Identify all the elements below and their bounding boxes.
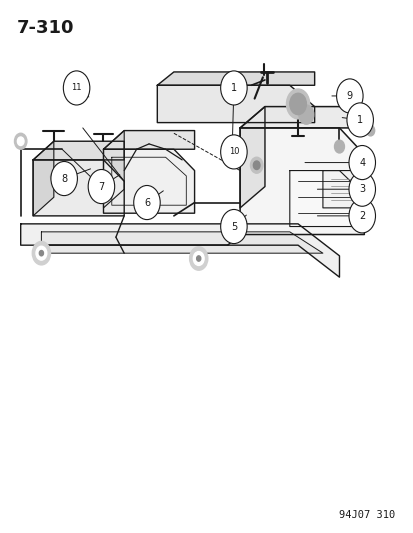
Polygon shape xyxy=(33,160,124,216)
Circle shape xyxy=(298,105,313,124)
Polygon shape xyxy=(21,224,339,277)
Text: 9: 9 xyxy=(346,91,352,101)
Circle shape xyxy=(286,89,309,119)
Circle shape xyxy=(366,125,374,136)
Text: 94J07 310: 94J07 310 xyxy=(339,510,395,520)
Circle shape xyxy=(334,140,344,153)
Polygon shape xyxy=(240,107,264,208)
Text: 1: 1 xyxy=(230,83,236,93)
Polygon shape xyxy=(322,171,363,208)
Circle shape xyxy=(250,157,262,173)
Text: 6: 6 xyxy=(144,198,150,207)
Text: 2: 2 xyxy=(358,211,365,221)
Circle shape xyxy=(348,199,375,233)
Text: 11: 11 xyxy=(71,84,82,92)
Polygon shape xyxy=(289,171,355,227)
Circle shape xyxy=(189,247,207,270)
Polygon shape xyxy=(240,107,363,128)
Polygon shape xyxy=(33,141,124,160)
Circle shape xyxy=(289,93,306,115)
Circle shape xyxy=(36,246,47,260)
Polygon shape xyxy=(103,131,194,149)
Text: 10: 10 xyxy=(228,148,239,156)
Circle shape xyxy=(220,135,247,169)
Circle shape xyxy=(51,161,77,196)
Circle shape xyxy=(196,256,200,261)
Polygon shape xyxy=(33,141,54,216)
Circle shape xyxy=(32,241,50,265)
Circle shape xyxy=(39,251,43,256)
Circle shape xyxy=(133,185,160,220)
Text: 8: 8 xyxy=(61,174,67,183)
Circle shape xyxy=(253,161,259,169)
Circle shape xyxy=(346,103,373,137)
Circle shape xyxy=(63,71,90,105)
Circle shape xyxy=(220,71,247,105)
Circle shape xyxy=(88,169,114,204)
Text: 7: 7 xyxy=(98,182,104,191)
Text: 7-310: 7-310 xyxy=(17,19,74,37)
Circle shape xyxy=(193,252,204,265)
Polygon shape xyxy=(157,72,314,85)
Circle shape xyxy=(14,133,27,149)
Circle shape xyxy=(336,79,362,113)
Circle shape xyxy=(50,173,57,181)
Circle shape xyxy=(220,209,247,244)
Circle shape xyxy=(348,146,375,180)
Text: 3: 3 xyxy=(358,184,364,194)
Polygon shape xyxy=(240,128,363,235)
Text: 4: 4 xyxy=(358,158,364,167)
Circle shape xyxy=(348,172,375,206)
Circle shape xyxy=(17,137,24,146)
Polygon shape xyxy=(103,149,194,213)
Polygon shape xyxy=(41,232,322,253)
Text: 5: 5 xyxy=(230,222,237,231)
Polygon shape xyxy=(157,85,314,123)
Polygon shape xyxy=(103,131,124,208)
Text: 1: 1 xyxy=(356,115,362,125)
